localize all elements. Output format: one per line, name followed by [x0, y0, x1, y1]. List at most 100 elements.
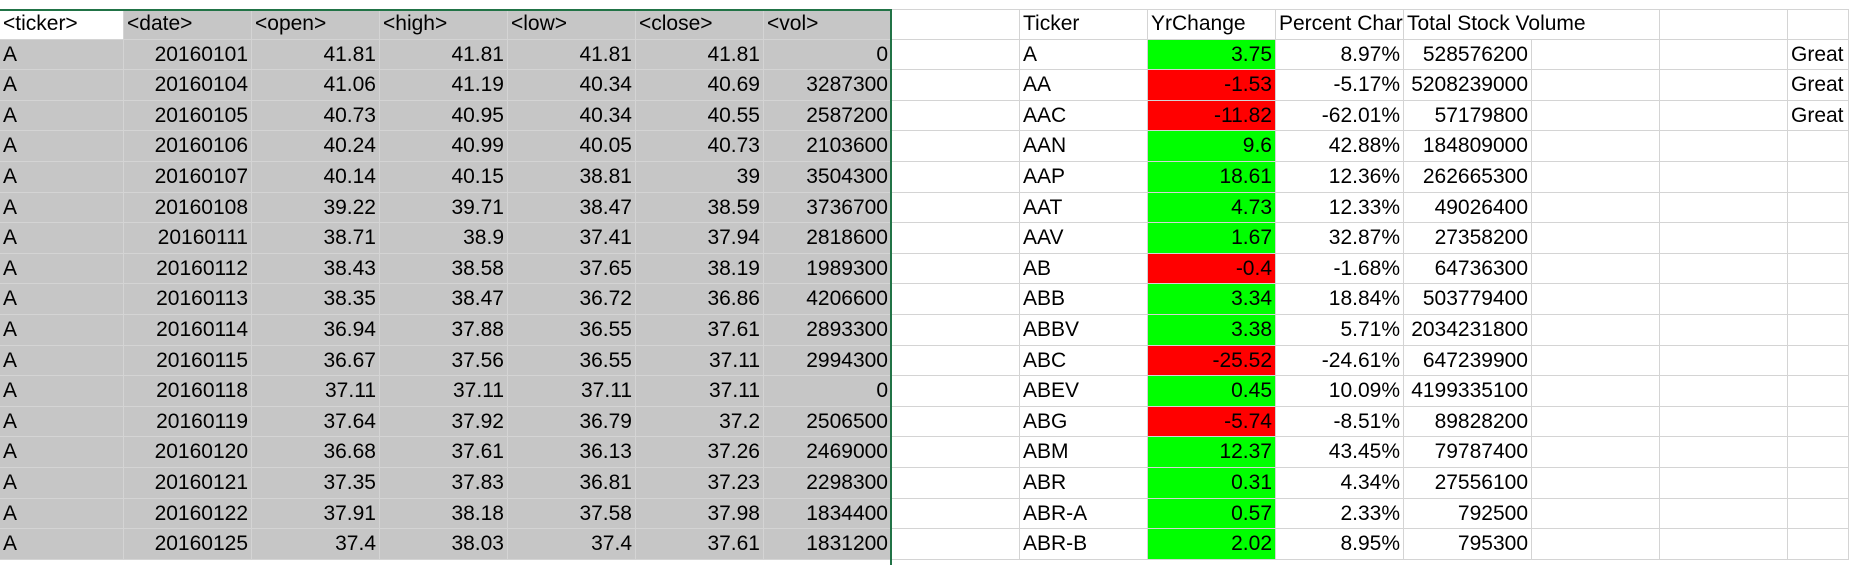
raw-data-cell[interactable]: 38.03 [380, 529, 508, 560]
raw-data-cell[interactable]: 20160122 [124, 498, 252, 530]
empty-cell[interactable] [1532, 529, 1660, 560]
percent-change-cell[interactable]: -24.61% [1276, 345, 1404, 377]
raw-data-cell[interactable]: 38.47 [508, 192, 636, 224]
empty-cell[interactable] [892, 468, 1020, 499]
raw-data-cell[interactable]: 37.11 [508, 376, 636, 407]
raw-data-cell[interactable]: 2818600 [764, 223, 892, 254]
raw-data-cell[interactable]: 38.19 [636, 253, 764, 285]
empty-cell[interactable] [1532, 131, 1660, 162]
raw-data-cell[interactable]: 1834400 [764, 498, 892, 530]
raw-data-cell[interactable]: 20160101 [124, 39, 252, 71]
raw-data-cell[interactable]: 40.24 [252, 131, 380, 162]
raw-data-cell[interactable]: 36.67 [252, 345, 380, 377]
raw-data-cell[interactable]: 36.94 [252, 315, 380, 346]
empty-cell[interactable] [1788, 223, 1849, 254]
empty-cell[interactable] [1660, 100, 1788, 132]
empty-cell[interactable] [1788, 253, 1849, 285]
empty-cell[interactable] [1660, 345, 1788, 377]
empty-cell[interactable] [892, 437, 1020, 468]
total-volume-cell[interactable]: 4199335100 [1404, 376, 1532, 407]
empty-cell[interactable] [892, 9, 1020, 40]
ticker-cell[interactable]: AA [1020, 70, 1148, 101]
raw-data-cell[interactable]: 37.4 [252, 529, 380, 560]
raw-header-cell[interactable]: <open> [252, 9, 380, 40]
total-volume-cell[interactable]: 2034231800 [1404, 315, 1532, 346]
percent-change-cell[interactable]: -1.68% [1276, 253, 1404, 285]
raw-data-cell[interactable]: 37.61 [636, 315, 764, 346]
column-header-strip[interactable] [0, 0, 1849, 10]
total-volume-cell[interactable]: 79787400 [1404, 437, 1532, 468]
raw-data-cell[interactable]: 38.81 [508, 162, 636, 193]
empty-cell[interactable] [1788, 9, 1849, 40]
raw-data-cell[interactable]: 38.35 [252, 284, 380, 315]
percent-change-cell[interactable]: -5.17% [1276, 70, 1404, 101]
raw-data-cell[interactable]: 20160115 [124, 345, 252, 377]
yearly-change-cell[interactable]: 1.67 [1148, 223, 1276, 254]
empty-cell[interactable] [1532, 39, 1660, 71]
raw-data-cell[interactable]: 41.06 [252, 70, 380, 101]
total-volume-cell[interactable]: 262665300 [1404, 162, 1532, 193]
empty-cell[interactable] [1532, 253, 1660, 285]
raw-data-cell[interactable]: 38.18 [380, 498, 508, 530]
total-volume-cell[interactable]: 5208239000 [1404, 70, 1532, 101]
raw-data-cell[interactable]: 38.59 [636, 192, 764, 224]
raw-data-cell[interactable]: 40.99 [380, 131, 508, 162]
yearly-change-cell[interactable]: 18.61 [1148, 162, 1276, 193]
raw-data-cell[interactable]: 20160112 [124, 253, 252, 285]
empty-cell[interactable] [892, 498, 1020, 530]
raw-data-cell[interactable]: 37.58 [508, 498, 636, 530]
raw-data-cell[interactable]: A [0, 100, 124, 132]
total-volume-cell[interactable]: 89828200 [1404, 406, 1532, 438]
empty-cell[interactable] [1532, 162, 1660, 193]
raw-data-cell[interactable]: A [0, 315, 124, 346]
raw-data-cell[interactable]: A [0, 376, 124, 407]
raw-data-cell[interactable]: 2469000 [764, 437, 892, 468]
total-volume-cell[interactable]: 528576200 [1404, 39, 1532, 71]
raw-data-cell[interactable]: A [0, 284, 124, 315]
ticker-cell[interactable]: ABG [1020, 406, 1148, 438]
empty-cell[interactable] [1532, 192, 1660, 224]
empty-cell[interactable] [1532, 223, 1660, 254]
ticker-cell[interactable]: ABBV [1020, 315, 1148, 346]
empty-cell[interactable] [1660, 498, 1788, 530]
raw-data-cell[interactable]: 37.91 [252, 498, 380, 530]
raw-data-cell[interactable]: 37.56 [380, 345, 508, 377]
empty-cell[interactable] [892, 192, 1020, 224]
raw-data-cell[interactable]: 2994300 [764, 345, 892, 377]
raw-data-cell[interactable]: 37.2 [636, 406, 764, 438]
summary-header-cell[interactable]: Total Stock Volume [1404, 9, 1586, 40]
empty-cell[interactable] [1532, 284, 1660, 315]
yearly-change-cell[interactable]: 9.6 [1148, 131, 1276, 162]
empty-cell[interactable] [1660, 131, 1788, 162]
total-volume-cell[interactable]: 647239900 [1404, 345, 1532, 377]
empty-cell[interactable] [892, 39, 1020, 71]
raw-data-cell[interactable]: 36.55 [508, 315, 636, 346]
raw-data-cell[interactable]: 20160106 [124, 131, 252, 162]
raw-data-cell[interactable]: 36.79 [508, 406, 636, 438]
raw-header-cell[interactable]: <close> [636, 9, 764, 40]
raw-data-cell[interactable]: 2587200 [764, 100, 892, 132]
raw-data-cell[interactable]: 39 [636, 162, 764, 193]
raw-data-cell[interactable]: 41.81 [380, 39, 508, 71]
empty-cell[interactable] [1532, 437, 1660, 468]
raw-data-cell[interactable]: 36.13 [508, 437, 636, 468]
raw-data-cell[interactable]: 3504300 [764, 162, 892, 193]
raw-data-cell[interactable]: 37.83 [380, 468, 508, 499]
raw-header-cell[interactable]: <high> [380, 9, 508, 40]
raw-data-cell[interactable]: 20160114 [124, 315, 252, 346]
yearly-change-cell[interactable]: 3.75 [1148, 39, 1276, 71]
raw-data-cell[interactable]: 38.43 [252, 253, 380, 285]
raw-data-cell[interactable]: 2893300 [764, 315, 892, 346]
percent-change-cell[interactable]: 12.33% [1276, 192, 1404, 224]
summary-header-cell[interactable]: YrChange [1148, 9, 1276, 40]
raw-data-cell[interactable]: 37.64 [252, 406, 380, 438]
raw-data-cell[interactable]: 0 [764, 39, 892, 71]
raw-header-cell[interactable]: <date> [124, 9, 252, 40]
ticker-cell[interactable]: AAV [1020, 223, 1148, 254]
raw-data-cell[interactable]: 40.34 [508, 70, 636, 101]
label-cell[interactable]: Great [1788, 70, 1849, 101]
empty-cell[interactable] [1532, 100, 1660, 132]
raw-data-cell[interactable]: 20160108 [124, 192, 252, 224]
empty-cell[interactable] [1788, 131, 1849, 162]
raw-data-cell[interactable]: 20160105 [124, 100, 252, 132]
